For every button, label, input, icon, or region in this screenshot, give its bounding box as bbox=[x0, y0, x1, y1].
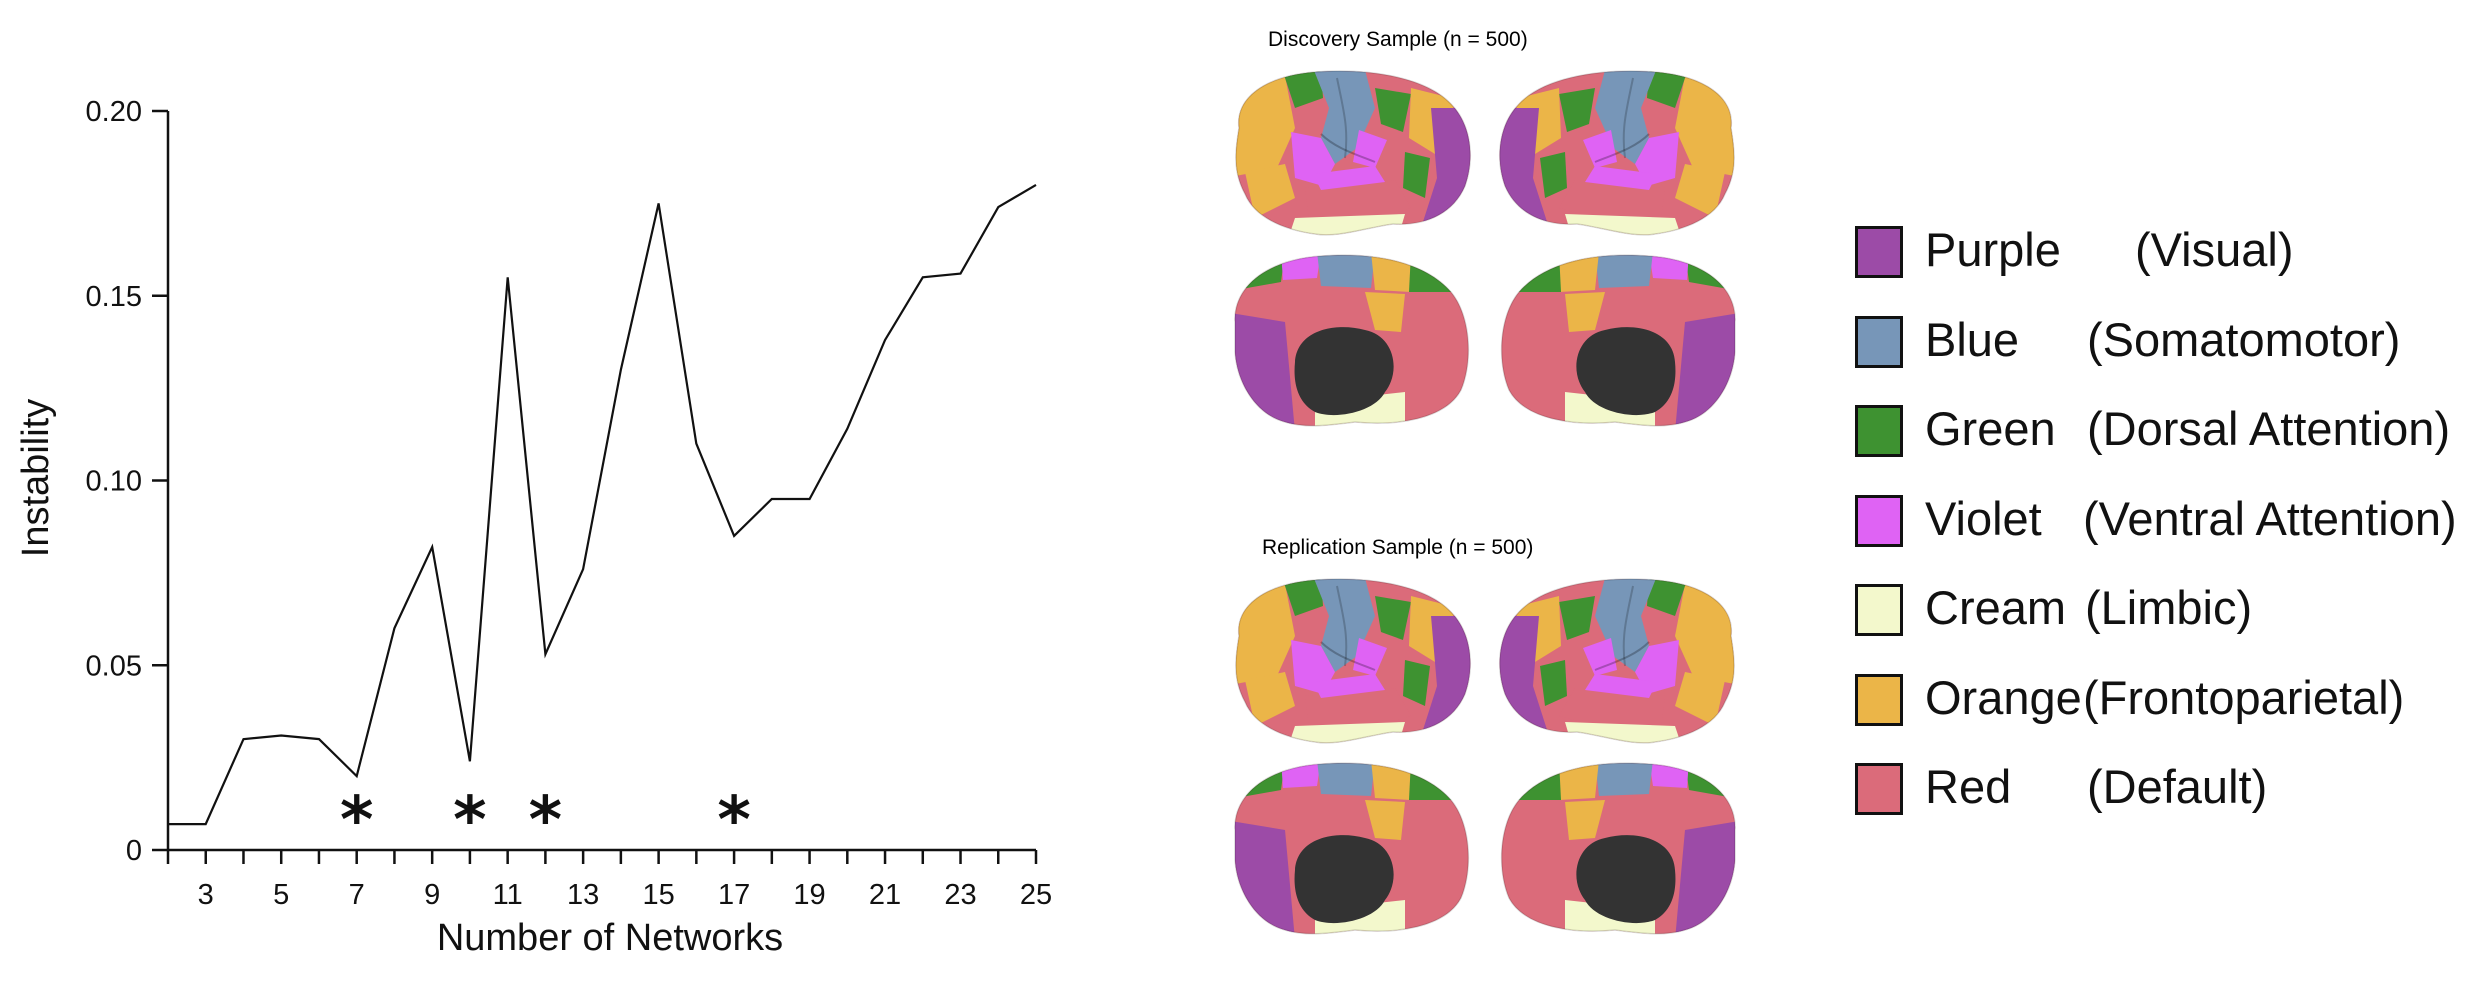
legend-desc-ventral-attention: (Ventral Attention) bbox=[2083, 491, 2457, 545]
y-tick-label: 0.05 bbox=[86, 650, 142, 682]
significance-marker: * bbox=[340, 784, 373, 858]
instability-line bbox=[168, 183, 1037, 826]
brain-left-medial-0 bbox=[1234, 254, 1470, 427]
legend-label-orange: Orange bbox=[1925, 670, 2082, 724]
legend-swatch-green bbox=[1855, 405, 1903, 457]
brain-left-medial-1 bbox=[1234, 762, 1470, 935]
legend-label-violet: Violet bbox=[1925, 491, 2042, 545]
y-tick-label: 0.10 bbox=[86, 466, 142, 498]
legend-label-green: Green bbox=[1925, 402, 2056, 455]
significance-marker: * bbox=[529, 784, 562, 858]
chart-series bbox=[168, 183, 1037, 826]
y-tick-label: 0.20 bbox=[86, 96, 142, 128]
replication-brain-panel bbox=[1205, 570, 1765, 955]
x-tick-label: 3 bbox=[198, 879, 214, 911]
x-tick-label: 9 bbox=[424, 879, 440, 911]
chart-axes: 0 0.05 0.10 0.15 0.20 3 5 7 9 11 13 15 17 19 21 23 25 bbox=[86, 96, 1053, 911]
significance-marker: * bbox=[717, 784, 750, 858]
brain-left-lateral-1 bbox=[1235, 578, 1471, 744]
legend-desc-somatomotor: (Somatomotor) bbox=[2087, 312, 2401, 366]
x-axis-title: Number of Networks bbox=[437, 917, 783, 959]
discovery-sample-title: Discovery Sample (n = 500) bbox=[1268, 28, 1528, 51]
legend-desc-limbic: (Limbic) bbox=[2085, 581, 2253, 634]
x-tick-label: 23 bbox=[944, 879, 976, 911]
replication-sample-title: Replication Sample (n = 500) bbox=[1262, 536, 1534, 559]
legend-swatch-orange bbox=[1855, 673, 1903, 726]
x-tick-label: 15 bbox=[642, 879, 674, 911]
legend-desc-default: (Default) bbox=[2087, 760, 2268, 813]
brain-right-medial-0 bbox=[1500, 254, 1736, 427]
y-tick-label: 0.15 bbox=[86, 281, 142, 313]
brain-right-lateral-1 bbox=[1499, 578, 1735, 744]
legend-swatch-red bbox=[1855, 763, 1903, 815]
x-tick-label: 25 bbox=[1020, 879, 1052, 911]
legend-swatch-purple bbox=[1855, 226, 1903, 278]
legend-swatch-cream bbox=[1855, 584, 1903, 636]
legend-label-cream: Cream bbox=[1925, 581, 2067, 634]
legend-desc-frontoparietal: (Frontoparietal) bbox=[2083, 670, 2405, 724]
x-tick-label: 11 bbox=[493, 879, 523, 911]
instability-chart: 00.050.100.150.203 5 7 9 11 13 15 17 19 21 23 25 * *… bbox=[15, 96, 1053, 959]
discovery-brain-panel bbox=[1205, 62, 1765, 447]
legend-desc-dorsal-attention: (Dorsal Attention) bbox=[2087, 402, 2451, 455]
x-tick-label: 19 bbox=[793, 879, 825, 911]
chart-markers: * * * * bbox=[340, 784, 751, 858]
legend-label-red: Red bbox=[1925, 760, 2012, 813]
legend-label-purple: Purple bbox=[1925, 223, 2061, 276]
legend-swatch-blue bbox=[1855, 315, 1903, 368]
x-tick-label: 13 bbox=[567, 879, 599, 911]
x-tick-label: 21 bbox=[869, 879, 901, 911]
legend-label-blue: Blue bbox=[1925, 312, 2020, 366]
significance-marker: * bbox=[453, 784, 486, 858]
brain-left-lateral-0 bbox=[1235, 70, 1471, 236]
brain-right-medial-1 bbox=[1500, 762, 1736, 935]
x-tick-label: 17 bbox=[718, 879, 750, 911]
y-tick-label: 0 bbox=[126, 835, 142, 867]
y-axis-title: Instability bbox=[15, 399, 57, 557]
legend-desc-visual: (Visual) bbox=[2135, 223, 2294, 276]
x-tick-label: 7 bbox=[349, 879, 365, 911]
brain-right-lateral-0 bbox=[1499, 70, 1735, 236]
legend-swatch-violet bbox=[1855, 494, 1903, 547]
x-tick-label: 5 bbox=[273, 879, 289, 911]
